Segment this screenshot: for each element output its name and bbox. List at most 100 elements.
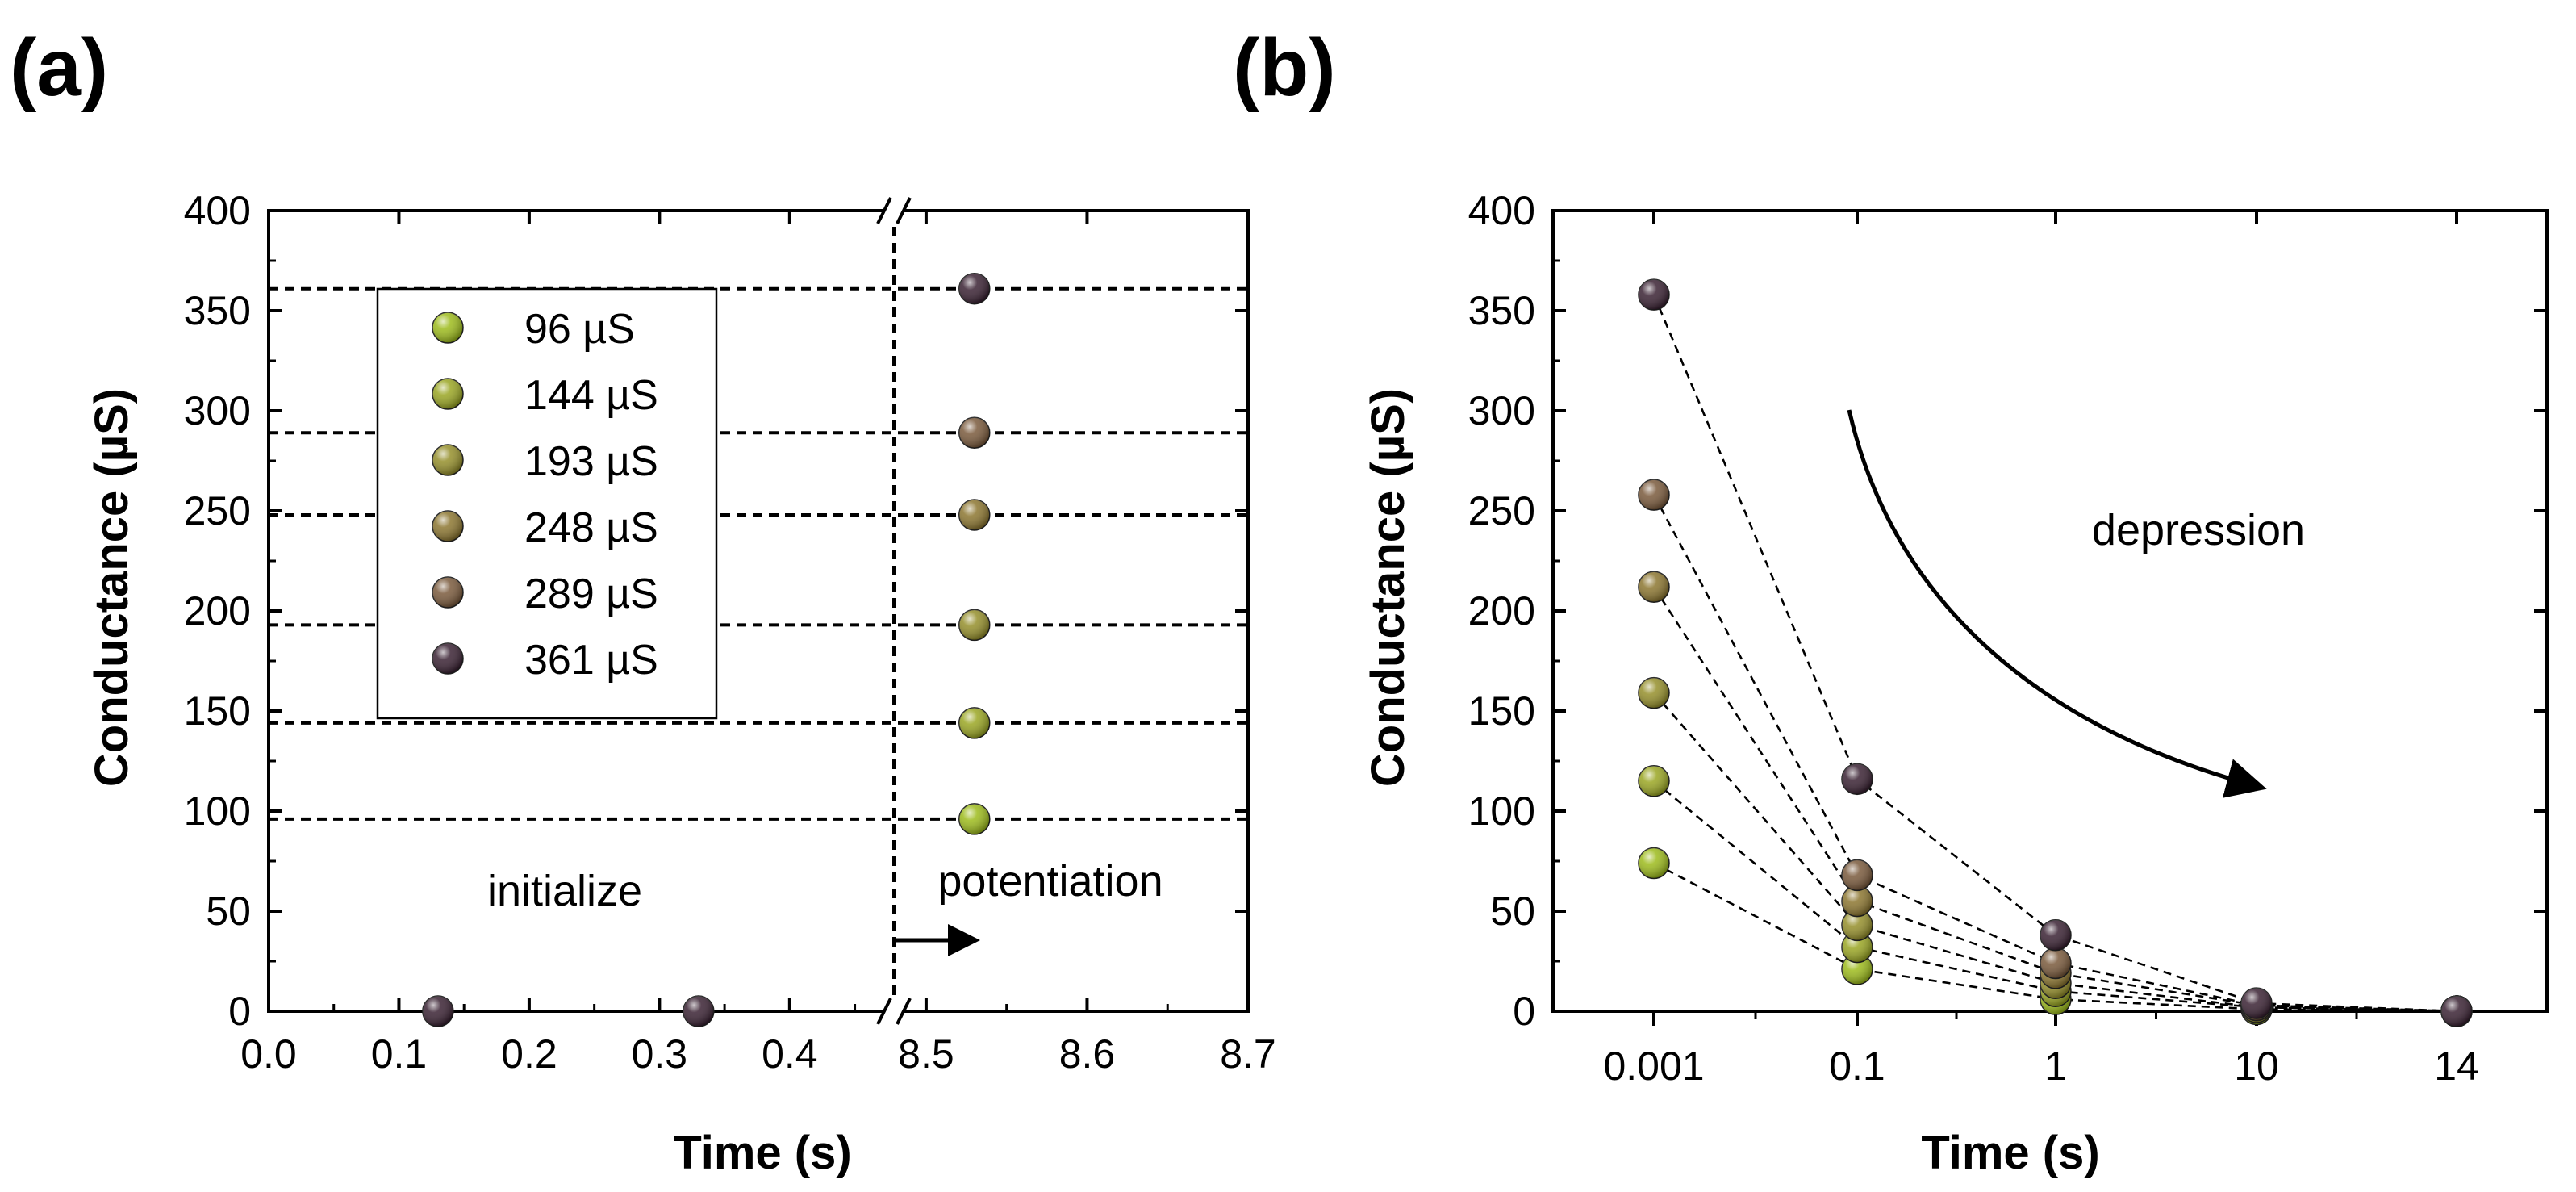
b-points <box>1638 278 2473 1027</box>
b-y-ticks: 0 50 100 150 200 250 300 350 400 <box>1468 188 2547 1034</box>
a-point-initialize-1-shine <box>683 996 714 1027</box>
a-legend-marker-2 <box>432 444 464 476</box>
b-plot-frame <box>1551 209 2549 1013</box>
b-point-s4-1-shine <box>1842 859 1873 891</box>
b-point-s2-0 <box>1638 676 1670 709</box>
a-x-tick-label-left-0: 0.0 <box>240 1031 297 1077</box>
a-x-tick-label-left-2: 0.2 <box>501 1031 557 1077</box>
b-point-s4-2-shine <box>2040 947 2071 979</box>
a-legend-marker-4-shine <box>432 577 463 608</box>
b-y-axis-title: Conductance (µS) <box>1362 388 1414 787</box>
b-point-s4-0-shine <box>1639 479 1669 511</box>
a-legend-label-3: 248 µS <box>524 504 658 551</box>
a-point-potentiation-0-shine <box>958 803 990 834</box>
b-point-s0-0-shine <box>1639 847 1669 879</box>
a-legend-marker-3-shine <box>432 511 463 542</box>
a-point-potentiation-3-shine <box>958 499 990 530</box>
a-legend-marker-0-shine <box>432 312 463 343</box>
a-legend-label-2: 193 µS <box>524 438 658 485</box>
a-point-initialize-0 <box>422 995 454 1027</box>
a-y-tick-label-6: 300 <box>184 388 251 433</box>
b-x-tick-label-2: 1 <box>2044 1044 2067 1089</box>
b-series-lines <box>1652 294 2457 1013</box>
b-x-tick-label-3: 10 <box>2234 1044 2279 1089</box>
a-break-gap-0 <box>884 196 904 225</box>
a-legend-marker-4 <box>432 576 464 609</box>
b-point-s5-0 <box>1638 278 1670 311</box>
a-legend-marker-2-shine <box>432 445 463 475</box>
a-legend-box <box>376 287 718 720</box>
b-point-s1-0-shine <box>1639 765 1669 797</box>
b-point-s4-2 <box>2040 947 2072 980</box>
b-x-tick-label-1: 0.1 <box>1829 1044 1885 1089</box>
b-point-s4-1 <box>1841 859 1873 892</box>
b-depression-arrow <box>1847 409 2267 798</box>
panel-b: (b) 0 50 100 150 200 250 300 350 400 0.001 0.1 1 10… <box>1233 23 2549 1179</box>
b-y-tick-label-5: 250 <box>1468 488 1535 533</box>
b-point-s5-0-shine <box>1639 279 1669 311</box>
a-legend-marker-5 <box>432 642 464 675</box>
a-y-tick-label-4: 200 <box>184 588 251 634</box>
a-y-tick-label-3: 150 <box>184 688 251 734</box>
b-point-s5-2 <box>2040 919 2072 952</box>
a-y-tick-label-5: 250 <box>184 488 251 533</box>
b-point-s5-2-shine <box>2040 919 2071 951</box>
a-x-tick-label-right-2: 8.7 <box>1220 1031 1276 1077</box>
a-legend-marker-3 <box>432 510 464 542</box>
b-point-s2-1 <box>1841 909 1873 942</box>
a-legend-marker-5-shine <box>432 643 463 674</box>
b-point-s1-0 <box>1638 765 1670 797</box>
b-annotation-depression: depression <box>2092 506 2305 554</box>
b-y-tick-label-4: 200 <box>1468 588 1535 634</box>
b-point-s5-1 <box>1841 763 1873 796</box>
a-break-mark-left-0 <box>876 197 892 224</box>
a-point-initialize-0-shine <box>422 996 453 1027</box>
a-point-initialize-1 <box>683 995 715 1027</box>
a-point-potentiation-5-shine <box>958 273 990 304</box>
a-legend-marker-1 <box>432 378 464 410</box>
a-break-mark-right-1 <box>896 998 912 1025</box>
a-point-potentiation-2 <box>958 609 991 642</box>
a-x-tick-label-left-1: 0.1 <box>371 1031 428 1077</box>
a-y-ticks: 0 50 100 150 200 250 300 350 400 <box>184 188 1248 1034</box>
a-point-potentiation-2-shine <box>958 609 990 641</box>
a-x-tick-label-right-0: 8.5 <box>898 1031 954 1077</box>
b-point-s5-3-shine <box>2241 988 2272 1019</box>
b-point-s0-0 <box>1638 847 1670 880</box>
b-point-s5-4 <box>2440 995 2473 1027</box>
a-point-potentiation-3 <box>958 499 991 531</box>
b-x-tick-label-0: 0.001 <box>1603 1044 1704 1089</box>
a-points <box>422 272 991 1027</box>
a-annotation-initialize: initialize <box>487 867 642 915</box>
b-point-s3-0 <box>1638 571 1670 603</box>
a-legend-label-4: 289 µS <box>524 571 658 617</box>
a-legend-label-0: 96 µS <box>524 306 635 353</box>
a-y-tick-label-7: 350 <box>184 288 251 333</box>
a-legend-label-1: 144 µS <box>524 372 658 419</box>
a-legend-marker-1-shine <box>432 379 463 409</box>
b-point-s5-4-shine <box>2441 996 2472 1027</box>
b-y-tick-label-7: 350 <box>1468 288 1535 333</box>
a-point-potentiation-1-shine <box>958 707 990 738</box>
b-y-tick-label-3: 150 <box>1468 688 1535 734</box>
b-point-s3-1-shine <box>1842 885 1873 917</box>
a-break-gap-1 <box>884 997 904 1026</box>
panel-b-label: (b) <box>1233 23 1336 113</box>
b-y-tick-label-2: 100 <box>1468 788 1535 834</box>
a-y-axis-title: Conductance (µS) <box>86 388 138 787</box>
b-point-s4-0 <box>1638 479 1670 511</box>
b-y-tick-label-6: 300 <box>1468 388 1535 433</box>
b-point-s2-1-shine <box>1842 910 1873 941</box>
b-point-s0-1-shine <box>1842 953 1873 985</box>
a-annotation-potentiation: potentiation <box>937 857 1163 906</box>
b-y-tick-label-1: 50 <box>1490 889 1535 934</box>
a-point-potentiation-4-shine <box>958 417 990 449</box>
a-y-tick-label-2: 100 <box>184 788 251 834</box>
panel-a-label: (a) <box>10 23 108 113</box>
b-point-s1-1 <box>1841 931 1873 964</box>
b-point-s5-3 <box>2240 987 2273 1019</box>
a-point-potentiation-0 <box>958 803 991 835</box>
b-x-axis-title: Time (s) <box>1921 1127 2099 1179</box>
b-y-tick-label-8: 400 <box>1468 188 1535 233</box>
